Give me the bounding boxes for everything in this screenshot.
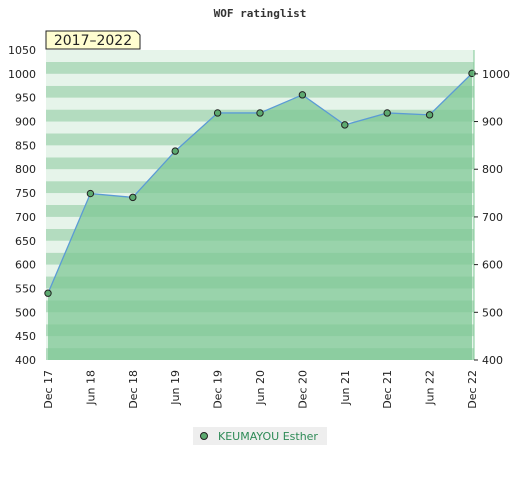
left-tick-label: 1050 <box>8 44 36 57</box>
period-badge-label: 2017–2022 <box>54 33 132 49</box>
right-tick-label: 1000 <box>482 68 510 81</box>
right-tick-label: 500 <box>482 306 503 319</box>
data-point <box>341 121 349 129</box>
x-tick-label: Jun 22 <box>424 370 437 406</box>
data-point <box>298 91 307 99</box>
x-tick-label: Dec 21 <box>381 370 394 409</box>
right-tick-label: 600 <box>482 259 503 272</box>
grid-band <box>46 97 474 110</box>
data-point <box>129 193 137 202</box>
data-point <box>86 189 95 198</box>
legend: KEUMAYOU Esther <box>193 427 327 445</box>
left-tick-label: 900 <box>15 116 36 129</box>
x-axis: Dec 17 Jun 18 Dec 18 Jun 19 Dec 19 Jun 20 Dec … <box>42 370 479 409</box>
x-tick-label: Dec 17 <box>42 370 55 409</box>
right-tick-label: 800 <box>482 163 503 176</box>
x-tick-label: Dec 22 <box>466 370 479 409</box>
grid-band <box>46 73 474 86</box>
left-tick-label: 500 <box>15 306 36 319</box>
rating-points <box>44 69 476 297</box>
right-tick-label: 400 <box>482 354 503 367</box>
left-tick-label: 650 <box>15 235 36 248</box>
rating-area <box>48 73 472 360</box>
legend-label: KEUMAYOU Esther <box>218 430 318 443</box>
x-tick-label: Jun 20 <box>254 370 267 406</box>
right-tick-label: 700 <box>482 211 503 224</box>
left-tick-label: 600 <box>15 259 36 272</box>
legend-marker <box>200 432 208 440</box>
x-tick-label: Dec 19 <box>212 370 225 409</box>
right-tick-label: 900 <box>482 116 503 129</box>
grid-band <box>46 50 474 62</box>
grid-band <box>46 61 474 74</box>
data-point <box>256 109 264 117</box>
x-tick-label: Dec 18 <box>127 370 140 409</box>
right-y-axis: 400 500 600 700 800 900 1000 <box>473 50 510 367</box>
x-tick-label: Dec 20 <box>296 370 309 409</box>
left-tick-label: 700 <box>15 211 36 224</box>
data-point <box>213 109 222 117</box>
data-point <box>171 147 179 155</box>
grid-band <box>46 85 474 98</box>
x-tick-label: Jun 21 <box>339 370 352 406</box>
data-point <box>383 109 391 117</box>
period-badge: 2017–2022 <box>45 30 141 50</box>
data-point <box>44 289 52 297</box>
data-point <box>425 111 434 119</box>
x-tick-label: Jun 18 <box>84 370 97 406</box>
left-tick-label: 800 <box>15 163 36 176</box>
x-tick-label: Jun 19 <box>169 370 182 406</box>
left-y-axis: 400 450 500 550 600 650 700 750 800 850 900 950 1000… <box>8 44 36 367</box>
left-tick-label: 850 <box>15 139 36 152</box>
left-tick-label: 450 <box>15 330 36 343</box>
left-tick-label: 750 <box>15 187 36 200</box>
chart-title: WOF ratinglist <box>214 7 307 20</box>
left-tick-label: 950 <box>15 92 36 105</box>
area-fill <box>48 73 472 360</box>
left-tick-label: 1000 <box>8 68 36 81</box>
left-tick-label: 400 <box>15 354 36 367</box>
left-tick-label: 550 <box>15 282 36 295</box>
